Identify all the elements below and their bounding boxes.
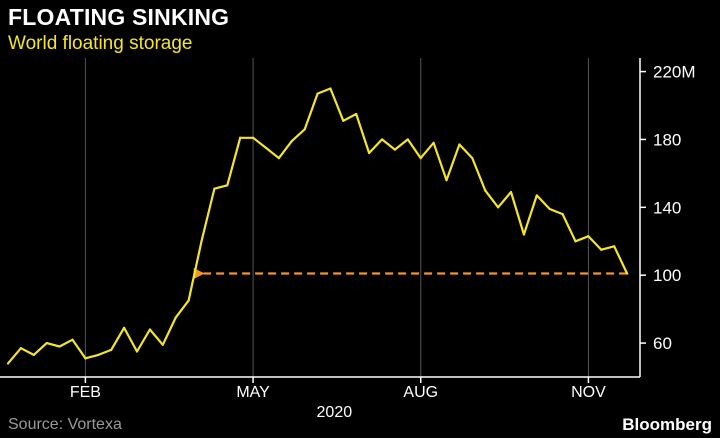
data-point — [484, 189, 487, 192]
data-point — [161, 343, 164, 346]
data-point — [587, 235, 590, 238]
data-point — [148, 328, 151, 331]
data-point — [239, 136, 242, 139]
data-point — [471, 157, 474, 160]
y-tick-label: 60 — [653, 334, 672, 353]
source-note: Source: Vortexa — [8, 416, 122, 433]
data-point — [303, 128, 306, 131]
data-point — [626, 272, 629, 275]
data-point — [19, 347, 22, 350]
data-point — [368, 151, 371, 155]
x-tick-label: FEB — [70, 384, 101, 401]
data-point — [355, 112, 358, 116]
data-point — [458, 143, 461, 146]
x-tick-label: MAY — [236, 384, 270, 401]
data-point — [419, 157, 422, 160]
data-point — [613, 245, 616, 248]
data-point — [264, 146, 268, 150]
x-axis-year-label: 2020 — [317, 404, 353, 421]
brand-logo: Bloomberg — [622, 415, 712, 434]
series-line — [6, 87, 629, 365]
data-point — [251, 136, 255, 139]
data-point — [380, 138, 384, 141]
data-point — [45, 341, 48, 345]
chart-title: FLOATING SINKING — [8, 4, 230, 30]
x-tick-label: AUG — [403, 384, 438, 401]
axes — [0, 58, 646, 383]
data-point — [122, 326, 126, 329]
data-point — [226, 184, 229, 187]
data-point — [32, 353, 35, 357]
data-point — [329, 87, 332, 90]
y-tick-label: 180 — [653, 130, 681, 149]
data-point — [393, 148, 397, 151]
data-point — [187, 299, 190, 302]
y-tick-label: 220M — [653, 63, 696, 82]
data-point — [445, 179, 448, 182]
data-point — [574, 240, 577, 243]
data-point — [561, 213, 564, 216]
data-point — [200, 240, 203, 243]
data-point — [174, 316, 177, 319]
data-point — [522, 233, 526, 236]
data-point — [58, 345, 61, 348]
y-tick-label: 140 — [653, 198, 681, 217]
data-point — [97, 353, 100, 357]
data-point — [316, 92, 319, 95]
series — [6, 87, 629, 365]
data-point — [342, 119, 345, 122]
data-point — [71, 338, 74, 341]
data-point — [213, 187, 216, 190]
data-point — [135, 350, 139, 353]
axis-labels: FEB MAY AUG NOV 2020 60 100 140 180 220M — [70, 63, 696, 421]
x-tick-label: NOV — [571, 384, 606, 401]
data-point — [406, 138, 409, 141]
data-point — [548, 207, 551, 211]
data-point — [497, 206, 500, 209]
data-point — [84, 357, 87, 360]
data-point — [535, 194, 538, 197]
data-point — [277, 157, 280, 160]
y-tick-label: 100 — [653, 266, 681, 285]
gridlines — [84, 58, 589, 377]
data-point — [432, 141, 435, 144]
chart-subtitle: World floating storage — [8, 33, 193, 54]
data-point — [110, 348, 113, 351]
data-point — [600, 248, 603, 251]
data-point — [509, 190, 513, 194]
data-point — [6, 362, 10, 365]
data-point — [290, 140, 293, 143]
